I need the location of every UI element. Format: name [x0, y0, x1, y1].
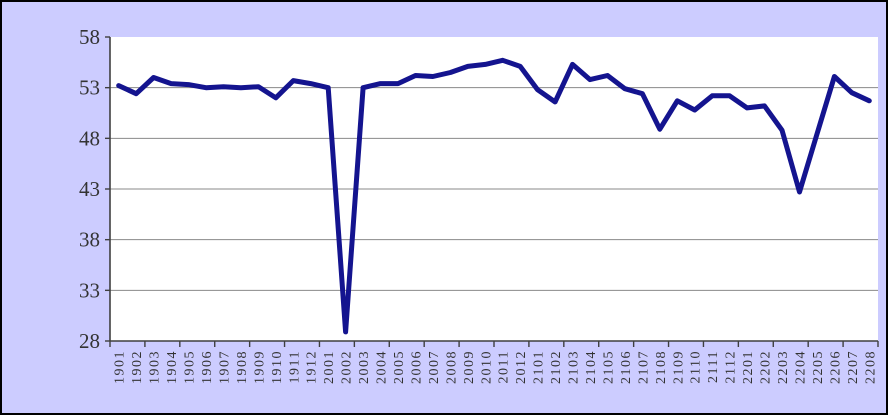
x-axis-label: 2002 — [340, 350, 355, 384]
x-axis-label: 2107 — [636, 350, 651, 384]
x-axis-label: 2004 — [375, 350, 390, 384]
series-group — [116, 57, 872, 335]
y-axis-label: 38 — [79, 228, 100, 252]
x-axis-label: 2106 — [619, 350, 634, 384]
x-axis-label: 2003 — [357, 350, 372, 384]
x-axis-label: 1905 — [183, 350, 198, 384]
x-axis-label: 2009 — [462, 350, 477, 384]
y-axis-ticks — [105, 36, 110, 342]
x-axis-label: 2101 — [532, 350, 547, 384]
x-axis-label: 2103 — [567, 350, 582, 384]
x-axis-label: 2007 — [427, 350, 442, 384]
x-axis-label: 1912 — [305, 350, 320, 384]
y-axis-label: 43 — [79, 177, 100, 201]
x-axis-label: 2111 — [706, 350, 721, 383]
x-axis-label: 2012 — [514, 350, 529, 384]
y-axis-label: 48 — [79, 126, 100, 150]
x-axis-label: 1903 — [148, 350, 163, 384]
x-axis-label: 1909 — [252, 350, 267, 384]
x-axis-label: 2104 — [584, 350, 599, 384]
x-axis-label: 1908 — [235, 350, 250, 384]
x-axis-label: 2005 — [392, 350, 407, 384]
y-axis-label: 53 — [79, 76, 100, 100]
x-axis-label: 2011 — [497, 350, 512, 383]
x-axis-label: 2109 — [671, 350, 686, 384]
x-axis-label: 2010 — [479, 350, 494, 384]
x-axis-label: 2102 — [549, 350, 564, 384]
x-axis-label: 2008 — [444, 350, 459, 384]
x-axis-label: 2206 — [828, 350, 843, 384]
x-axis-label: 2204 — [793, 350, 808, 384]
x-axis-label: 2208 — [863, 350, 878, 384]
pmi-series-line — [116, 57, 872, 335]
x-axis-label: 1911 — [287, 350, 302, 383]
x-axis-label: 1910 — [270, 350, 285, 384]
y-axis-label: 28 — [79, 329, 100, 353]
x-axis-label: 1901 — [113, 350, 128, 384]
x-axis-label: 2202 — [759, 350, 774, 384]
x-axis-label: 2108 — [654, 350, 669, 384]
x-axis-label: 1902 — [130, 350, 145, 384]
x-axis-labels: 1901 1902 1903 1904 1905 1906 1907 1908 1909 1910… — [113, 350, 879, 384]
x-axis-label: 2201 — [741, 350, 756, 384]
x-axis-label: 1906 — [200, 350, 215, 384]
y-axis-label: 58 — [79, 25, 100, 49]
x-axis-label: 1904 — [165, 350, 180, 384]
x-axis-label: 2112 — [724, 350, 739, 383]
x-axis-label: 2110 — [689, 350, 704, 383]
y-axis-labels: 58 53 48 43 38 33 28 — [79, 25, 100, 353]
x-axis-label: 2207 — [846, 350, 861, 384]
x-axis-label: 2205 — [811, 350, 826, 384]
y-axis-label: 33 — [79, 278, 100, 302]
x-axis-label: 2001 — [322, 350, 337, 384]
x-axis-ticks — [109, 341, 879, 347]
x-axis-label: 2105 — [601, 350, 616, 384]
x-axis-label: 2006 — [409, 350, 424, 384]
x-axis-label: 1907 — [217, 350, 232, 384]
x-axis-label: 2203 — [776, 350, 791, 384]
